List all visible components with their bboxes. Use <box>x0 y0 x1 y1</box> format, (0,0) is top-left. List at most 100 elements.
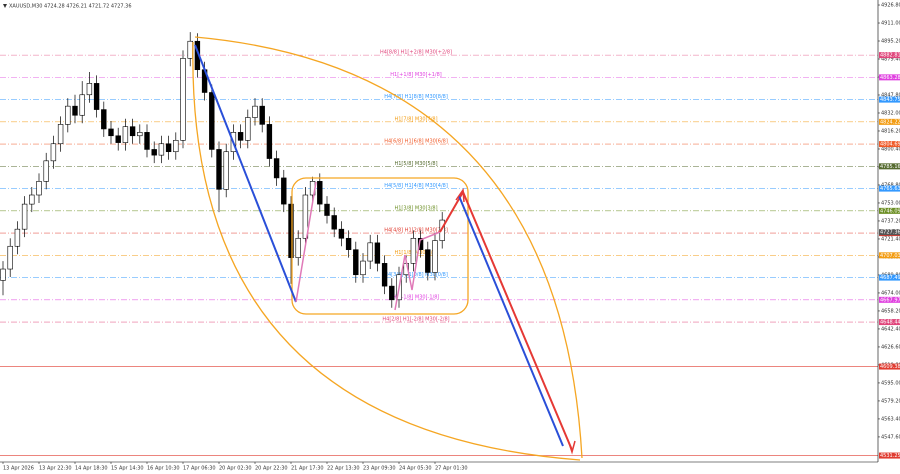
y-tick-label: 4847.80 <box>881 92 900 98</box>
level-label: H4[3/8] H1[0/8] M30[0/8] <box>384 272 448 278</box>
candle-body <box>288 203 294 258</box>
candle-body <box>122 126 129 143</box>
x-tick-label: 13 Apr 2026 <box>3 466 34 472</box>
x-tick-label: 14 Apr 18:30 <box>75 466 108 472</box>
y-tick-label: 4563.40 <box>881 416 900 422</box>
level-label: H1[5/8] M30[5/8] <box>394 161 437 167</box>
x-tick-label: 20 Apr 02:30 <box>219 466 252 472</box>
price-tag <box>879 252 900 259</box>
candle-body <box>158 143 165 156</box>
candle-body <box>417 237 424 250</box>
axes: 4926.804911.004895.204879.404863.604847.… <box>2 3 900 472</box>
price-tag-label: 4667.97 <box>880 297 900 303</box>
y-tick-label: 4895.20 <box>881 39 900 45</box>
y-tick-label: 4595.00 <box>881 380 900 386</box>
y-tick-label: 4721.40 <box>881 236 900 242</box>
candle-body <box>295 237 301 258</box>
price-tag <box>879 52 900 59</box>
level-label: H4[5/8] H1[4/8] M30[4/8] <box>384 183 448 189</box>
candle-body <box>273 158 280 179</box>
candle-body <box>180 58 186 141</box>
price-tag-label: 4765.63 <box>880 186 900 192</box>
candle-body <box>432 240 438 273</box>
level-label: H1[3/8] M30[3/8] <box>394 205 437 211</box>
candle-body <box>381 263 388 287</box>
price-tag-label: 4824.22 <box>880 119 900 125</box>
candle-body <box>29 194 35 205</box>
price-tag-label: 4609.38 <box>880 364 900 370</box>
candle-body <box>237 132 244 141</box>
candle-body <box>144 132 150 150</box>
y-tick-label: 4879.40 <box>881 57 900 63</box>
arc <box>194 36 583 459</box>
level-label: H1[7/8] M30[7/8] <box>394 116 437 122</box>
y-tick-label: 4642.40 <box>881 326 900 332</box>
wave <box>295 181 317 303</box>
candle-body <box>331 215 337 230</box>
candle-body <box>7 245 13 270</box>
price-tag-label: 4843.75 <box>880 97 900 103</box>
price-tag-label: 4746.09 <box>880 208 900 214</box>
candle-body <box>79 94 85 116</box>
y-tick-label: 4579.20 <box>881 398 900 404</box>
price-tag-label: 4804.69 <box>880 142 900 148</box>
candle-body <box>324 203 330 216</box>
y-tick-label: 4832.00 <box>881 110 900 116</box>
candle-body <box>374 242 381 264</box>
candle-body <box>137 132 143 137</box>
price-tag <box>879 185 900 192</box>
candle-body <box>389 285 395 301</box>
wave <box>394 231 441 311</box>
chart-title: XAUUSD,M30 4724.28 4726.21 4721.72 4727.… <box>9 4 132 10</box>
y-tick-label: 4926.80 <box>881 3 900 9</box>
level-label: H4[6/8] H1[6/8] M30[6/8] <box>384 139 448 145</box>
x-tick-label: 24 Apr 05:30 <box>399 466 432 472</box>
candle-body <box>21 203 28 230</box>
x-tick-label: 22 Apr 13:30 <box>327 466 360 472</box>
level-label: H1[-1/8] M30[-1/8] <box>393 294 440 300</box>
arc <box>192 41 581 461</box>
price-tag <box>879 141 900 148</box>
y-tick-label: 4768.80 <box>881 182 900 188</box>
price-tag-label: 4707.03 <box>880 253 900 259</box>
arrow-head <box>567 439 576 455</box>
candle-body <box>439 219 445 241</box>
box <box>291 177 469 315</box>
candle-body <box>245 117 251 141</box>
candle-body <box>266 124 273 159</box>
price-tag <box>879 296 900 303</box>
candle-body <box>165 143 172 153</box>
candle-body <box>57 124 64 145</box>
candle-body <box>0 268 6 281</box>
x-tick-label: 27 Apr 01:30 <box>435 466 468 472</box>
trend-line <box>194 44 297 303</box>
candle-body <box>101 109 107 130</box>
y-tick-label: 4911.00 <box>881 21 900 27</box>
x-tick-label: 20 Apr 22:30 <box>255 466 288 472</box>
price-tag-label: 4785.16 <box>880 164 900 170</box>
y-tick-label: 4800.40 <box>881 146 900 152</box>
candle-body <box>216 149 222 190</box>
candle-body <box>345 237 352 250</box>
forecast <box>458 195 564 447</box>
candle-body <box>281 177 287 205</box>
price-tag <box>879 319 900 326</box>
candle-body <box>173 140 179 153</box>
candle-body <box>86 83 93 96</box>
price-tag-label: 4727.36 <box>880 230 900 236</box>
candle-body <box>72 105 78 116</box>
drawings <box>192 36 583 461</box>
price-tag <box>879 96 900 103</box>
price-tag <box>879 452 900 459</box>
price-tag <box>879 74 900 81</box>
candle-body <box>187 40 193 59</box>
candle-body <box>353 249 359 276</box>
arrow-head <box>455 187 465 203</box>
candle-body <box>360 260 366 276</box>
candle-body <box>259 105 265 125</box>
y-tick-label: 4737.20 <box>881 218 900 224</box>
candle-body <box>93 83 100 110</box>
price-tag-label: 4882.81 <box>880 53 900 59</box>
price-tag-label: 4687.49 <box>880 275 900 281</box>
